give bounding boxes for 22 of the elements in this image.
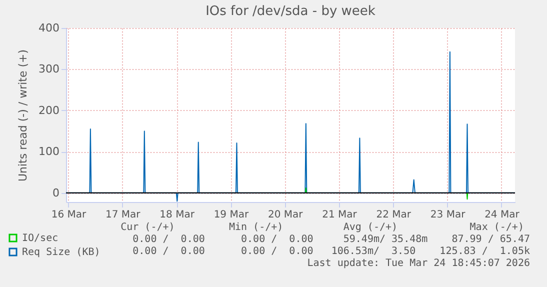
legend-label: IO/sec [22, 233, 58, 244]
legend-label: Req Size (KB) [22, 247, 100, 258]
y-tick-label: 100 [38, 145, 60, 158]
text: Cur (-/+) Min (-/+) Avg (-/+) Max (-/+) [120, 222, 525, 234]
y-tick-label: 400 [38, 22, 60, 34]
text: 0.00 / 0.00 0.00 / 0.00 106.53m/ 3.50 125.83 / 1.05k [132, 246, 530, 258]
text: Last update: Tue Mar 24 18:45:07 2026 [307, 258, 530, 270]
x-tick-label: 21 Mar [322, 210, 358, 220]
x-tick-label: 18 Mar [160, 210, 196, 220]
x-tick-label: 19 Mar [214, 210, 250, 220]
y-tick-label: 200 [38, 104, 60, 117]
x-tick-label: 20 Mar [268, 210, 304, 220]
x-tick-label: 17 Mar [106, 210, 142, 220]
x-tick-label: 16 Mar [51, 210, 88, 220]
y-axis-title: Units read (-) / write (+) [16, 49, 30, 182]
x-tick-label: 22 Mar [376, 210, 412, 220]
text: 0.00 / 0.00 0.00 / 0.00 59.49m/ 35.48m 87.99 / 65.47 [132, 234, 530, 246]
x-tick-label: 24 Mar [484, 210, 520, 220]
x-tick-label: 23 Mar [430, 210, 466, 220]
chart-title: IOs for /dev/sda - by week [206, 4, 376, 19]
y-tick-label: 0 [52, 186, 60, 200]
y-tick-label: 300 [38, 62, 60, 76]
